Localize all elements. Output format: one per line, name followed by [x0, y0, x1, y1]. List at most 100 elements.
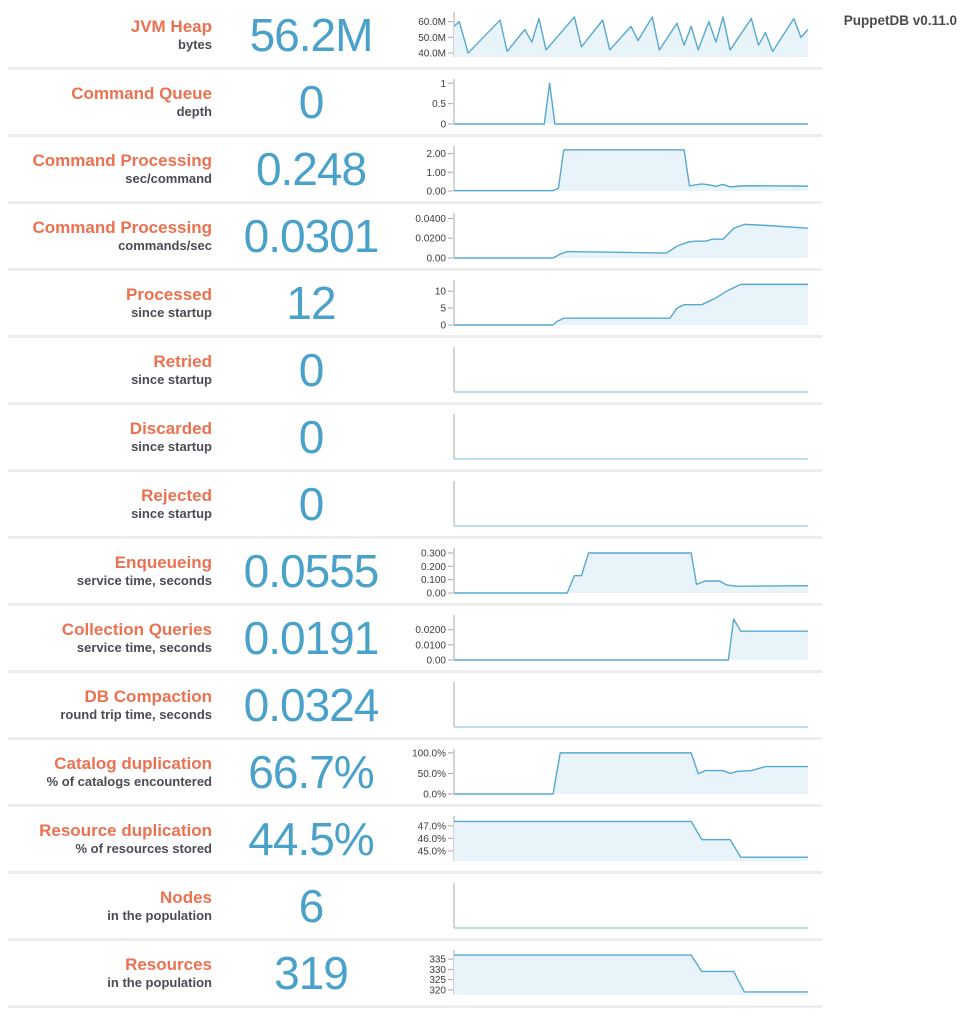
metric-subtitle: since startup	[131, 438, 212, 454]
metric-row: Enqueueing service time, seconds 0.0555 …	[8, 539, 822, 606]
metric-sparkline: 0.0200 0.0100 0.00	[410, 610, 810, 666]
metric-row: DB Compaction round trip time, seconds 0…	[8, 673, 822, 740]
svg-text:50.0%: 50.0%	[418, 769, 446, 780]
svg-text:325: 325	[429, 975, 446, 986]
svg-text:60.0M: 60.0M	[418, 17, 446, 28]
metric-row: Processed since startup 12 10 5 0	[8, 271, 822, 338]
metric-row: Resources in the population 319 335 330 32…	[8, 941, 822, 1008]
metric-row: Command Processing commands/sec 0.0301 0…	[8, 204, 822, 271]
metric-subtitle: since startup	[131, 505, 212, 521]
svg-text:2.00: 2.00	[427, 149, 447, 160]
metric-value: 66.7%	[248, 746, 374, 798]
svg-text:0.5: 0.5	[432, 99, 446, 110]
metric-sparkline	[410, 878, 810, 934]
metric-row: Nodes in the population 6	[8, 874, 822, 941]
metric-subtitle: round trip time, seconds	[60, 706, 212, 722]
svg-text:46.0%: 46.0%	[418, 834, 446, 845]
svg-text:0.0200: 0.0200	[415, 625, 446, 636]
metric-title: JVM Heap	[130, 17, 212, 37]
svg-text:0: 0	[440, 120, 446, 131]
svg-text:0.100: 0.100	[421, 575, 446, 586]
svg-text:0.00: 0.00	[427, 656, 447, 667]
metric-row: Rejected since startup 0	[8, 472, 822, 539]
svg-text:330: 330	[429, 965, 446, 976]
metric-title: Discarded	[129, 419, 212, 439]
metric-row: Resource duplication % of resources stor…	[8, 807, 822, 874]
metric-title: Command Processing	[32, 151, 213, 171]
metric-value: 6	[298, 880, 325, 932]
metric-value: 0	[298, 344, 325, 396]
metric-label: Retried since startup	[8, 352, 212, 387]
metric-title: Collection Queries	[61, 620, 212, 640]
svg-text:50.0M: 50.0M	[418, 33, 446, 44]
metric-title: Resource duplication	[39, 821, 212, 841]
svg-text:0.0100: 0.0100	[415, 640, 446, 651]
metric-title: Resources	[125, 955, 212, 975]
svg-text:0.200: 0.200	[421, 562, 446, 573]
metric-subtitle: since startup	[131, 371, 212, 387]
metric-label: Discarded since startup	[8, 419, 212, 454]
metric-sparkline	[410, 476, 810, 532]
metric-sparkline: 60.0M 50.0M 40.0M	[410, 7, 810, 63]
metric-sparkline: 10 5 0	[410, 275, 810, 331]
svg-text:100.0%: 100.0%	[412, 748, 446, 759]
metric-label: Resources in the population	[8, 955, 212, 990]
metric-value: 12	[286, 277, 336, 329]
metric-value: 0	[298, 411, 325, 463]
metric-value: 0.0324	[243, 679, 380, 731]
svg-text:0.0200: 0.0200	[415, 234, 446, 245]
metric-row: Retried since startup 0	[8, 338, 822, 405]
metric-subtitle: % of catalogs encountered	[46, 773, 212, 789]
version-label: PuppetDB v0.11.0	[843, 13, 957, 28]
metric-subtitle: service time, seconds	[76, 572, 212, 588]
metric-subtitle: bytes	[178, 36, 212, 52]
metric-label: Rejected since startup	[8, 486, 212, 521]
metric-label: Command Processing sec/command	[8, 151, 213, 186]
metric-subtitle: in the population	[107, 907, 212, 923]
metrics-list: JVM Heap bytes 56.2M 60.0M 50.0M 40.0M Com…	[8, 3, 822, 1008]
metric-sparkline	[410, 342, 810, 398]
svg-text:45.0%: 45.0%	[418, 846, 446, 857]
metric-sparkline: 47.0% 46.0% 45.0%	[410, 811, 810, 867]
metric-sparkline: 0.0400 0.0200 0.00	[410, 208, 810, 264]
svg-text:1.00: 1.00	[427, 168, 447, 179]
metric-sparkline: 1 0.5 0	[410, 74, 810, 130]
metric-sparkline: 0.300 0.200 0.100 0.00	[410, 543, 810, 599]
svg-text:320: 320	[429, 985, 446, 996]
metric-title: Nodes	[160, 888, 212, 908]
metric-row: Catalog duplication % of catalogs encoun…	[8, 740, 822, 807]
metric-row: Command Processing sec/command 0.248 2.0…	[8, 137, 822, 204]
metric-subtitle: since startup	[131, 304, 212, 320]
metric-sparkline: 100.0% 50.0% 0.0%	[410, 744, 810, 800]
metric-subtitle: commands/sec	[118, 237, 212, 253]
metric-value: 0	[298, 478, 325, 530]
metric-subtitle: service time, seconds	[76, 639, 212, 655]
svg-text:0.00: 0.00	[427, 187, 447, 198]
metric-subtitle: in the population	[107, 974, 212, 990]
metric-title: Processed	[126, 285, 212, 305]
metric-subtitle: % of resources stored	[75, 840, 212, 856]
metric-label: Command Processing commands/sec	[8, 218, 213, 253]
metric-title: Rejected	[141, 486, 212, 506]
metric-value: 56.2M	[249, 9, 374, 61]
svg-text:5: 5	[440, 304, 446, 315]
metric-label: Collection Queries service time, seconds	[8, 620, 212, 655]
metric-value: 0.248	[255, 143, 367, 195]
metric-label: DB Compaction round trip time, seconds	[8, 687, 212, 722]
svg-text:335: 335	[429, 955, 446, 966]
metric-label: Resource duplication % of resources stor…	[8, 821, 212, 856]
svg-text:0.0%: 0.0%	[423, 790, 446, 801]
metric-title: DB Compaction	[84, 687, 213, 707]
metric-subtitle: depth	[176, 103, 212, 119]
svg-text:0.00: 0.00	[427, 589, 447, 600]
metric-label: Processed since startup	[8, 285, 212, 320]
svg-text:1: 1	[440, 79, 446, 90]
metric-label: Enqueueing service time, seconds	[8, 553, 212, 588]
metric-value: 0.0301	[243, 210, 380, 262]
metric-row: Collection Queries service time, seconds…	[8, 606, 822, 673]
metric-row: Command Queue depth 0 1 0.5 0	[8, 70, 822, 137]
metric-value: 0.0555	[243, 545, 380, 597]
metric-title: Enqueueing	[114, 553, 212, 573]
metric-sparkline	[410, 409, 810, 465]
metric-subtitle: sec/command	[125, 170, 212, 186]
